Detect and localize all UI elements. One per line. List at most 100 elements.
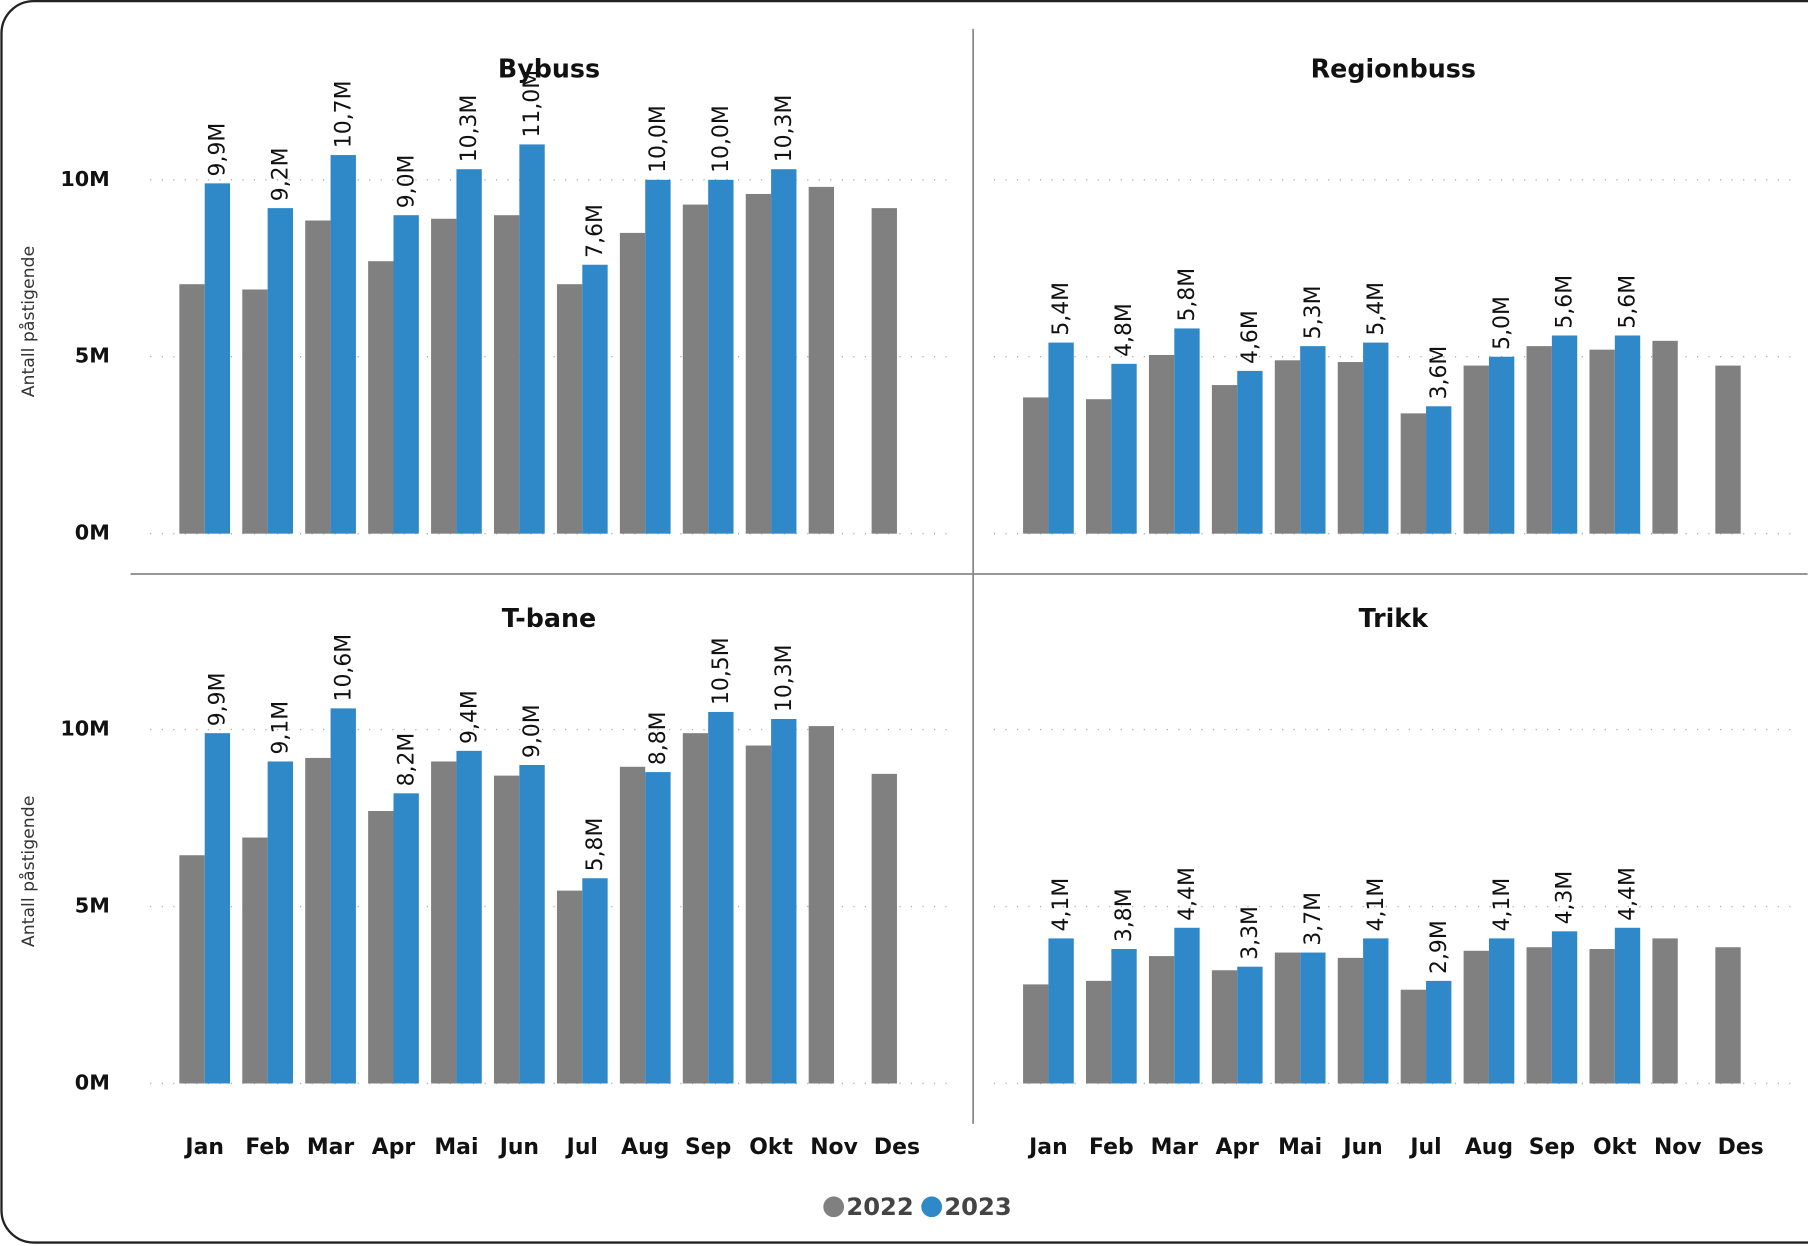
- y-tick-label: 0M: [75, 1070, 110, 1094]
- bar: [556, 890, 583, 1084]
- x-tick-label: Aug: [1465, 1135, 1513, 1160]
- bar: [242, 289, 268, 534]
- bar: [1526, 947, 1552, 1084]
- bar: [708, 711, 734, 1084]
- data-label: 5,6M: [1616, 275, 1641, 329]
- x-tick-label: Apr: [1216, 1135, 1260, 1160]
- bar: [745, 745, 772, 1084]
- bar: [330, 708, 356, 1084]
- bar: [1023, 397, 1049, 534]
- data-label: 10,7M: [331, 80, 356, 148]
- data-label: 5,8M: [583, 818, 608, 872]
- bar: [456, 169, 482, 534]
- bar: [682, 733, 709, 1084]
- x-tick-label: Jun: [1341, 1135, 1382, 1160]
- bar: [494, 215, 520, 534]
- bar: [582, 878, 608, 1084]
- x-tick-label: Okt: [749, 1135, 793, 1160]
- bar: [1148, 956, 1175, 1084]
- bar: [1614, 927, 1641, 1084]
- y-axis-title: Antall påstigende: [18, 796, 39, 947]
- data-label: 4,1M: [1364, 878, 1389, 932]
- bar: [368, 811, 394, 1084]
- data-label: 3,6M: [1427, 346, 1452, 400]
- bar: [771, 719, 797, 1084]
- bar: [708, 179, 734, 534]
- data-label: 10,0M: [709, 105, 734, 173]
- data-label: 10,3M: [457, 95, 482, 163]
- bar: [1148, 354, 1175, 534]
- bar: [808, 186, 835, 534]
- legend-label: 2022: [846, 1193, 913, 1221]
- y-tick-label: 0M: [75, 521, 110, 545]
- data-label: 5,0M: [1490, 296, 1515, 350]
- x-tick-label: Mar: [1151, 1135, 1199, 1160]
- bar: [305, 757, 331, 1084]
- bar: [179, 855, 205, 1084]
- x-tick-label: Apr: [372, 1135, 416, 1160]
- bar: [519, 765, 545, 1084]
- bar: [1274, 952, 1301, 1084]
- bar: [1237, 370, 1263, 534]
- data-label: 10,6M: [331, 634, 356, 702]
- data-label: 8,8M: [646, 711, 671, 765]
- bar: [1400, 413, 1427, 534]
- bar: [1463, 365, 1489, 534]
- bar: [1463, 950, 1489, 1084]
- bar: [393, 215, 419, 534]
- data-label: 5,6M: [1553, 275, 1578, 329]
- bar: [1237, 966, 1263, 1084]
- bar: [305, 220, 331, 534]
- data-label: 9,9M: [206, 123, 231, 177]
- bar: [1111, 363, 1137, 534]
- data-label: 3,3M: [1238, 906, 1263, 960]
- bar: [1715, 947, 1741, 1084]
- bar: [456, 750, 482, 1084]
- data-label: 10,3M: [772, 95, 797, 163]
- bar: [645, 772, 671, 1084]
- bar: [204, 183, 231, 534]
- bar: [1211, 385, 1238, 534]
- data-label: 10,0M: [646, 105, 671, 173]
- bar: [871, 773, 897, 1084]
- x-tick-label: Jan: [183, 1135, 224, 1160]
- data-label: 9,4M: [457, 690, 482, 744]
- bar: [1426, 980, 1452, 1084]
- bar: [1363, 342, 1389, 534]
- data-label: 9,9M: [206, 673, 231, 727]
- data-label: 9,2M: [268, 148, 293, 202]
- bar: [494, 775, 520, 1084]
- bar: [682, 204, 709, 534]
- x-tick-label: Jun: [498, 1135, 539, 1160]
- bar: [619, 766, 646, 1084]
- bar: [1363, 938, 1389, 1084]
- bar: [519, 144, 545, 534]
- x-tick-label: Nov: [810, 1135, 858, 1160]
- y-axis-title: Antall påstigende: [18, 246, 39, 397]
- bar: [1048, 342, 1074, 534]
- x-tick-label: Sep: [1529, 1135, 1575, 1160]
- data-label: 5,3M: [1301, 286, 1326, 340]
- bar: [267, 208, 293, 534]
- x-tick-label: Mai: [1278, 1135, 1322, 1160]
- legend-label: 2023: [944, 1193, 1011, 1221]
- data-label: 4,1M: [1490, 878, 1515, 932]
- bar: [204, 733, 231, 1084]
- y-tick-label: 10M: [60, 717, 110, 741]
- data-label: 8,2M: [394, 733, 419, 787]
- bar: [1551, 335, 1578, 534]
- data-label: 9,0M: [520, 704, 545, 758]
- bar: [1174, 328, 1200, 534]
- bar: [1211, 970, 1238, 1084]
- data-label: 2,9M: [1427, 920, 1452, 974]
- bar: [1426, 406, 1452, 534]
- bar: [431, 218, 457, 534]
- data-label: 5,8M: [1175, 268, 1200, 322]
- bar: [431, 761, 457, 1084]
- x-tick-label: Jul: [1408, 1135, 1441, 1160]
- y-tick-label: 5M: [75, 894, 110, 918]
- bar: [871, 208, 897, 534]
- legend-marker: [823, 1196, 845, 1218]
- bar: [1652, 938, 1678, 1084]
